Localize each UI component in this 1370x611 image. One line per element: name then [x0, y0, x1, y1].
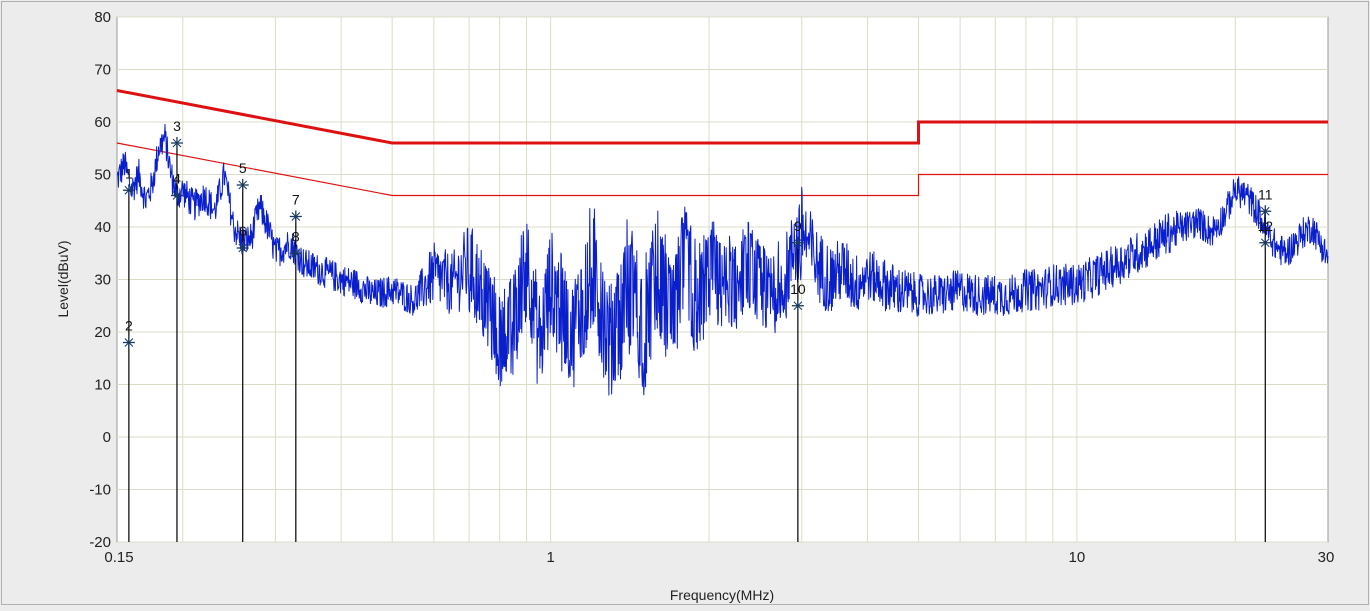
marker-2: 2: [122, 318, 135, 349]
y-tick-label: -10: [89, 482, 111, 499]
marker-label: 11: [1258, 186, 1273, 202]
marker-3: 3: [170, 118, 183, 149]
marker-7: 7: [289, 192, 302, 223]
marker-label: 6: [239, 223, 247, 239]
marker-star: [291, 248, 301, 258]
limit-lines: [116, 89, 1328, 197]
x-tick-labels: 0.15 1 10 30: [104, 549, 1334, 566]
marker-12: 12: [1257, 218, 1273, 249]
marker-label: 12: [1257, 218, 1273, 234]
marker-1: 1: [122, 165, 135, 197]
x-tick-label: 10: [1069, 549, 1086, 566]
marker-label: 4: [173, 171, 181, 187]
marker-8: 8: [289, 228, 302, 260]
y-tick-label: -20: [89, 534, 111, 551]
marker-10: 10: [790, 281, 806, 312]
y-tick-label: 50: [94, 167, 111, 184]
y-tick-label: 20: [94, 324, 111, 341]
marker-star: [291, 212, 301, 221]
marker-label: 10: [790, 281, 806, 297]
marker-label: 5: [239, 160, 247, 176]
y-tick-labels: -20 -10 0 10 20 30 40 50 60 70 80: [89, 9, 111, 551]
y-tick-label: 30: [94, 272, 111, 289]
y-tick-label: 40: [94, 219, 111, 236]
marker-4: 4: [170, 171, 183, 202]
y-tick-label: 80: [94, 9, 111, 26]
marker-label: 8: [292, 228, 300, 244]
x-axis-label: Frequency(MHz): [670, 587, 774, 603]
marker-star: [793, 301, 803, 311]
marker-9: 9: [791, 218, 804, 249]
marker-6: 6: [236, 223, 249, 254]
x-tick-label: 0.15: [104, 549, 133, 566]
x-tick-label: 1: [546, 549, 554, 566]
marker-star: [172, 138, 182, 148]
marker-star: [238, 180, 248, 190]
limit-line: [116, 142, 1328, 197]
marker-star: [793, 238, 803, 248]
marker-label: 2: [125, 318, 133, 334]
y-axis-label: Level(dBuV): [55, 240, 71, 317]
marker-label: 1: [125, 165, 133, 181]
marker-star: [238, 243, 248, 253]
y-tick-label: 0: [103, 429, 111, 446]
marker-star: [172, 191, 182, 200]
limit-line: [116, 89, 1328, 145]
marker-11: 11: [1258, 186, 1273, 218]
y-tick-label: 70: [94, 62, 111, 79]
x-tick-label: 30: [1318, 549, 1335, 566]
marker-star: [124, 185, 134, 195]
marker-star: [1260, 238, 1270, 248]
marker-5: 5: [236, 160, 249, 191]
measurement-trace: [116, 123, 1329, 396]
marker-star: [1260, 206, 1270, 216]
trace-line: [116, 123, 1329, 396]
y-tick-label: 10: [94, 377, 111, 394]
y-tick-label: 60: [94, 114, 111, 131]
marker-label: 9: [794, 218, 802, 234]
marker-label: 7: [292, 192, 300, 208]
marker-star: [124, 338, 134, 347]
marker-label: 3: [173, 118, 181, 134]
